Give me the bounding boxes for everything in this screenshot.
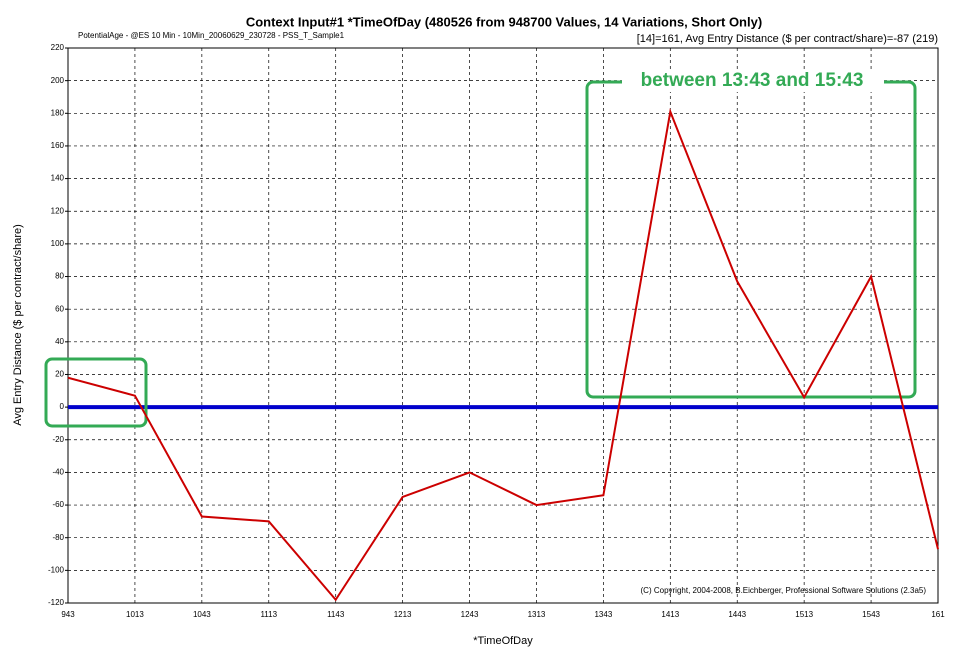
- y-tick-label: 140: [51, 174, 65, 183]
- y-tick-label: -60: [52, 500, 64, 509]
- annotation-bg: [622, 70, 884, 92]
- chart-subtitle: PotentialAge - @ES 10 Min - 10Min_200606…: [78, 31, 345, 40]
- highlight-box: [44, 357, 148, 428]
- x-tick-label: 943: [61, 610, 75, 619]
- y-tick-label: 180: [51, 108, 65, 117]
- x-tick-label: 1443: [728, 610, 746, 619]
- plot-frame: [67, 47, 939, 604]
- y-tick-label: -40: [52, 468, 64, 477]
- y-axis-label: Avg Entry Distance ($ per contract/share…: [12, 224, 24, 426]
- y-tick-label: 100: [51, 239, 65, 248]
- x-tick-label: 1113: [260, 610, 277, 619]
- y-tick-label: 20: [55, 370, 64, 379]
- x-tick-label: 1043: [193, 610, 211, 619]
- y-tick-label: 220: [51, 43, 65, 52]
- y-tick-label: 60: [55, 304, 64, 313]
- x-tick-label: 1313: [528, 610, 546, 619]
- x-tick-label: 1543: [862, 610, 880, 619]
- y-tick-label: 160: [51, 141, 65, 150]
- y-tick-label: -120: [48, 598, 65, 607]
- y-tick-label: 200: [51, 76, 65, 85]
- y-tick-label: 0: [60, 402, 65, 411]
- x-tick-label: 1413: [661, 610, 679, 619]
- y-tick-label: 40: [55, 337, 64, 346]
- x-tick-label: 1013: [126, 610, 144, 619]
- y-tick-label: -80: [52, 533, 64, 542]
- x-tick-label: 1243: [461, 610, 479, 619]
- y-tick-label: -20: [52, 435, 64, 444]
- x-tick-label: 161: [931, 610, 945, 619]
- x-tick-label: 1513: [795, 610, 813, 619]
- y-tick-label: -100: [48, 565, 65, 574]
- info-text: [14]=161, Avg Entry Distance ($ per cont…: [637, 33, 938, 45]
- x-tick-label: 1213: [394, 610, 412, 619]
- x-tick-label: 1143: [327, 610, 345, 619]
- y-tick-label: 120: [51, 206, 65, 215]
- y-tick-label: 80: [55, 272, 64, 281]
- annotation: between 13:43 and 15:43: [641, 70, 864, 91]
- data-line: [67, 107, 939, 602]
- x-axis-label: *TimeOfDay: [473, 635, 533, 647]
- x-tick-label: 1343: [594, 610, 612, 619]
- copyright: (C) Copyright, 2004-2008, B.Eichberger, …: [641, 586, 927, 595]
- chart-title: Context Input#1 *TimeOfDay (480526 from …: [246, 14, 762, 29]
